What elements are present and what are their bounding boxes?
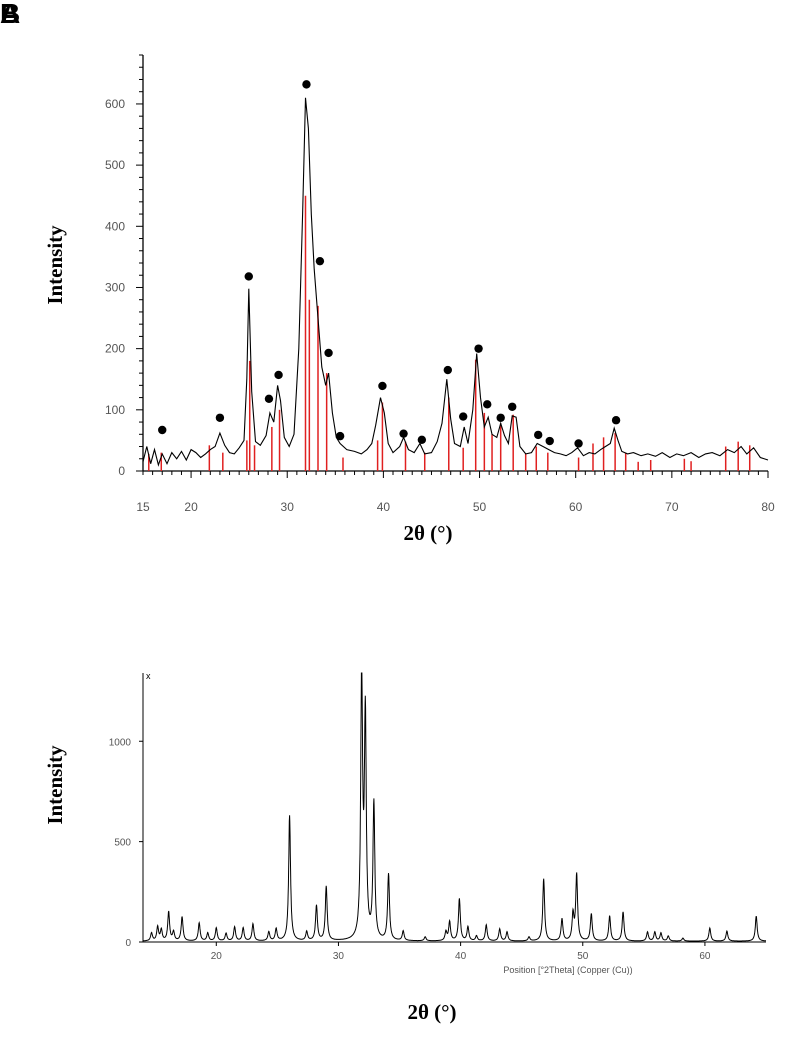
chart-a-x-tick-label: 50 xyxy=(473,500,487,514)
chart-a-peak-marker xyxy=(315,256,325,266)
chart-a-peak-marker xyxy=(545,436,554,446)
chart-b-xrd-trace xyxy=(143,672,766,942)
chart-b-x-axis-label: 2θ (°) xyxy=(407,1000,456,1024)
chart-a-peak-marker xyxy=(458,412,468,421)
chart-a-peak-marker xyxy=(378,381,387,391)
chart-a-y-tick-label: 500 xyxy=(105,158,125,172)
chart-a-x-tick-label: 15 xyxy=(136,500,150,514)
chart-b-y-tick-label: 0 xyxy=(125,938,131,949)
chart-a-y-tick-label: 0 xyxy=(118,464,125,478)
chart-a-peak-marker xyxy=(335,431,345,441)
chart-a-peak-marker xyxy=(417,435,427,444)
chart-a-peak-marker xyxy=(443,365,453,375)
chart-a-x-tick-label: 30 xyxy=(281,500,295,514)
chart-a-peak-marker xyxy=(158,425,167,435)
chart-a-x-axis-label: 2θ (°) xyxy=(403,521,452,545)
chart-a-x-tick-label: 40 xyxy=(377,500,391,514)
chart-b-y-axis-label: Intensity xyxy=(43,745,67,825)
chart-a-peak-marker xyxy=(508,402,517,411)
chart-a-y-tick-label: 400 xyxy=(105,219,125,233)
chart-a-peak-marker xyxy=(533,430,543,440)
chart-a-peak-marker xyxy=(215,413,225,422)
chart-a-peak-marker xyxy=(474,344,483,353)
chart-a-y-tick-label: 300 xyxy=(105,280,125,294)
chart-a-peak-marker xyxy=(399,429,408,438)
panel-letter-b: B xyxy=(0,0,21,29)
chart-a-y-axis-label: Intensity xyxy=(43,225,67,305)
chart-a-x-tick-label: 20 xyxy=(184,500,198,514)
chart-b-x-tick-label: 40 xyxy=(455,951,467,962)
chart-a-y-tick-label: 600 xyxy=(105,97,125,111)
chart-a-peak-marker xyxy=(302,80,311,89)
chart-a-y-tick-label: 100 xyxy=(105,403,125,417)
chart-a-peak-marker xyxy=(264,394,274,404)
chart-a-peak-marker xyxy=(244,272,253,281)
chart-a-peak-marker xyxy=(324,348,333,358)
chart-a-x-tick-label: 70 xyxy=(665,500,679,514)
chart-a-xrd-trace xyxy=(142,97,769,467)
chart-a-x-tick-label: 80 xyxy=(761,500,775,514)
chart-b-x-tick-label: 60 xyxy=(699,951,711,962)
chart-b-x-tick-label: 30 xyxy=(333,951,345,962)
chart-a-peak-marker xyxy=(483,400,492,409)
chart-b-axis-caption: Position [°2Theta] (Copper (Cu)) xyxy=(503,965,632,975)
chart-a-peak-marker xyxy=(274,370,283,380)
chart-a-x-tick-label: 60 xyxy=(569,500,583,514)
chart-b-corner-label: x xyxy=(146,671,151,681)
chart-a-y-tick-label: 200 xyxy=(105,342,125,356)
panel-letter-a: A xyxy=(0,0,21,29)
chart-b-x-tick-label: 20 xyxy=(211,951,223,962)
chart-b-x-tick-label: 50 xyxy=(577,951,589,962)
chart-a-peak-marker xyxy=(496,413,505,422)
chart-a-peak-marker xyxy=(574,439,583,448)
chart-a-peak-marker xyxy=(611,416,621,425)
chart-b-y-tick-label: 500 xyxy=(114,838,131,849)
chart-b-y-tick-label: 1000 xyxy=(109,737,132,748)
